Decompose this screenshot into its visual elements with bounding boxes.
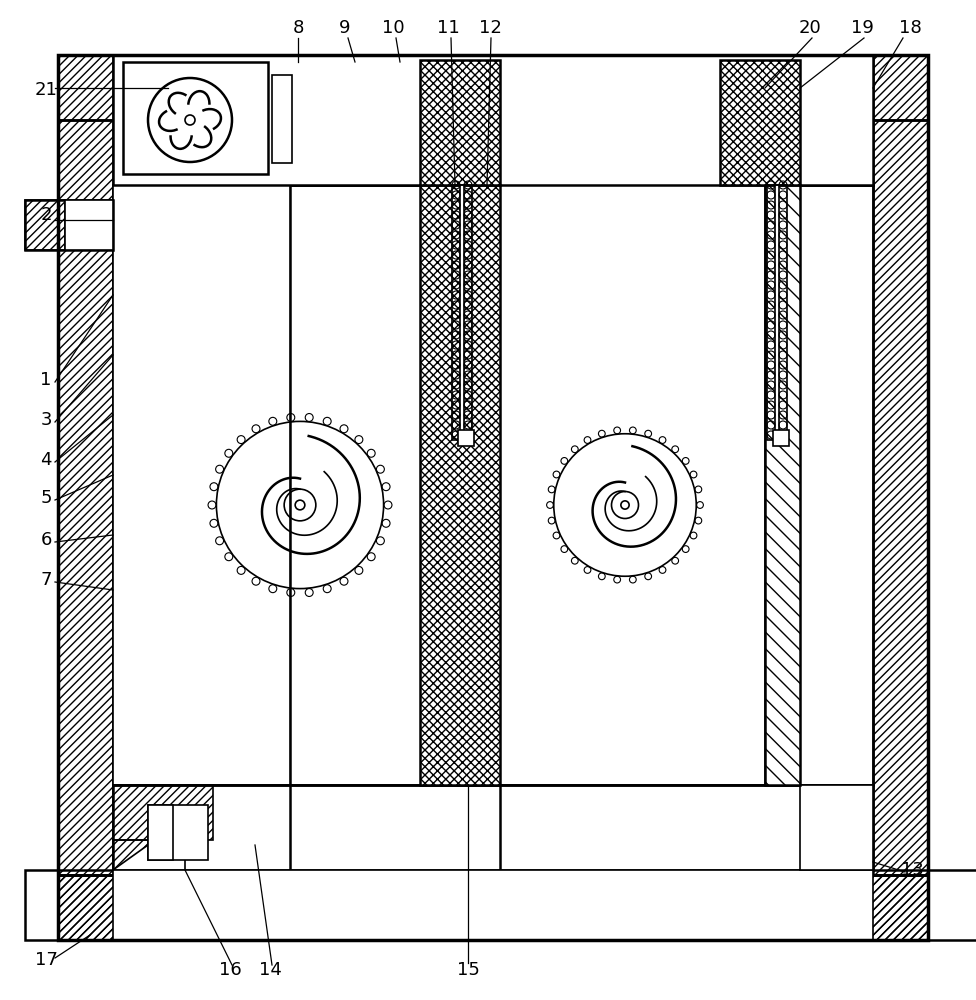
Bar	[452, 185, 472, 440]
Circle shape	[621, 501, 630, 509]
Text: 16: 16	[219, 961, 241, 979]
Bar	[113, 185, 873, 785]
Text: 18: 18	[899, 19, 921, 37]
Bar	[58, 875, 928, 940]
Bar	[113, 785, 213, 840]
Bar	[765, 185, 800, 785]
Circle shape	[185, 115, 195, 125]
Bar	[420, 60, 500, 185]
Bar	[113, 55, 873, 185]
Bar	[148, 805, 173, 860]
Bar	[773, 430, 789, 446]
Text: 20: 20	[798, 19, 822, 37]
Bar	[113, 185, 290, 785]
Text: 7: 7	[40, 571, 52, 589]
Bar	[113, 870, 873, 940]
Bar	[58, 875, 928, 940]
Bar	[775, 185, 779, 440]
Text: 8: 8	[293, 19, 304, 37]
Text: 1: 1	[40, 371, 52, 389]
Bar	[58, 55, 928, 940]
Bar	[460, 185, 464, 440]
Text: 6: 6	[40, 531, 52, 549]
Bar	[65, 200, 113, 250]
Bar	[767, 185, 787, 440]
Text: 4: 4	[40, 451, 52, 469]
Text: 9: 9	[340, 19, 350, 37]
Text: 19: 19	[850, 19, 874, 37]
Circle shape	[295, 500, 305, 510]
Text: 13: 13	[901, 861, 923, 879]
Text: 11: 11	[436, 19, 460, 37]
Text: 21: 21	[34, 81, 58, 99]
Bar	[420, 185, 500, 785]
Bar	[123, 62, 268, 174]
Bar	[58, 55, 928, 120]
Text: 12: 12	[478, 19, 502, 37]
Text: 15: 15	[457, 961, 479, 979]
Bar	[458, 430, 474, 446]
Bar	[272, 75, 292, 163]
Bar	[800, 785, 873, 870]
Text: 2: 2	[40, 206, 52, 224]
Bar	[25, 200, 65, 250]
Text: 3: 3	[40, 411, 52, 429]
Bar	[148, 805, 208, 860]
Text: 5: 5	[40, 489, 52, 507]
Bar	[720, 60, 800, 185]
Bar	[500, 185, 765, 785]
Text: 14: 14	[259, 961, 281, 979]
Bar	[25, 870, 976, 940]
Bar	[58, 120, 113, 875]
Bar	[113, 785, 873, 870]
Text: 10: 10	[382, 19, 404, 37]
Bar	[873, 120, 928, 875]
Text: 17: 17	[34, 951, 58, 969]
Bar	[25, 200, 113, 250]
